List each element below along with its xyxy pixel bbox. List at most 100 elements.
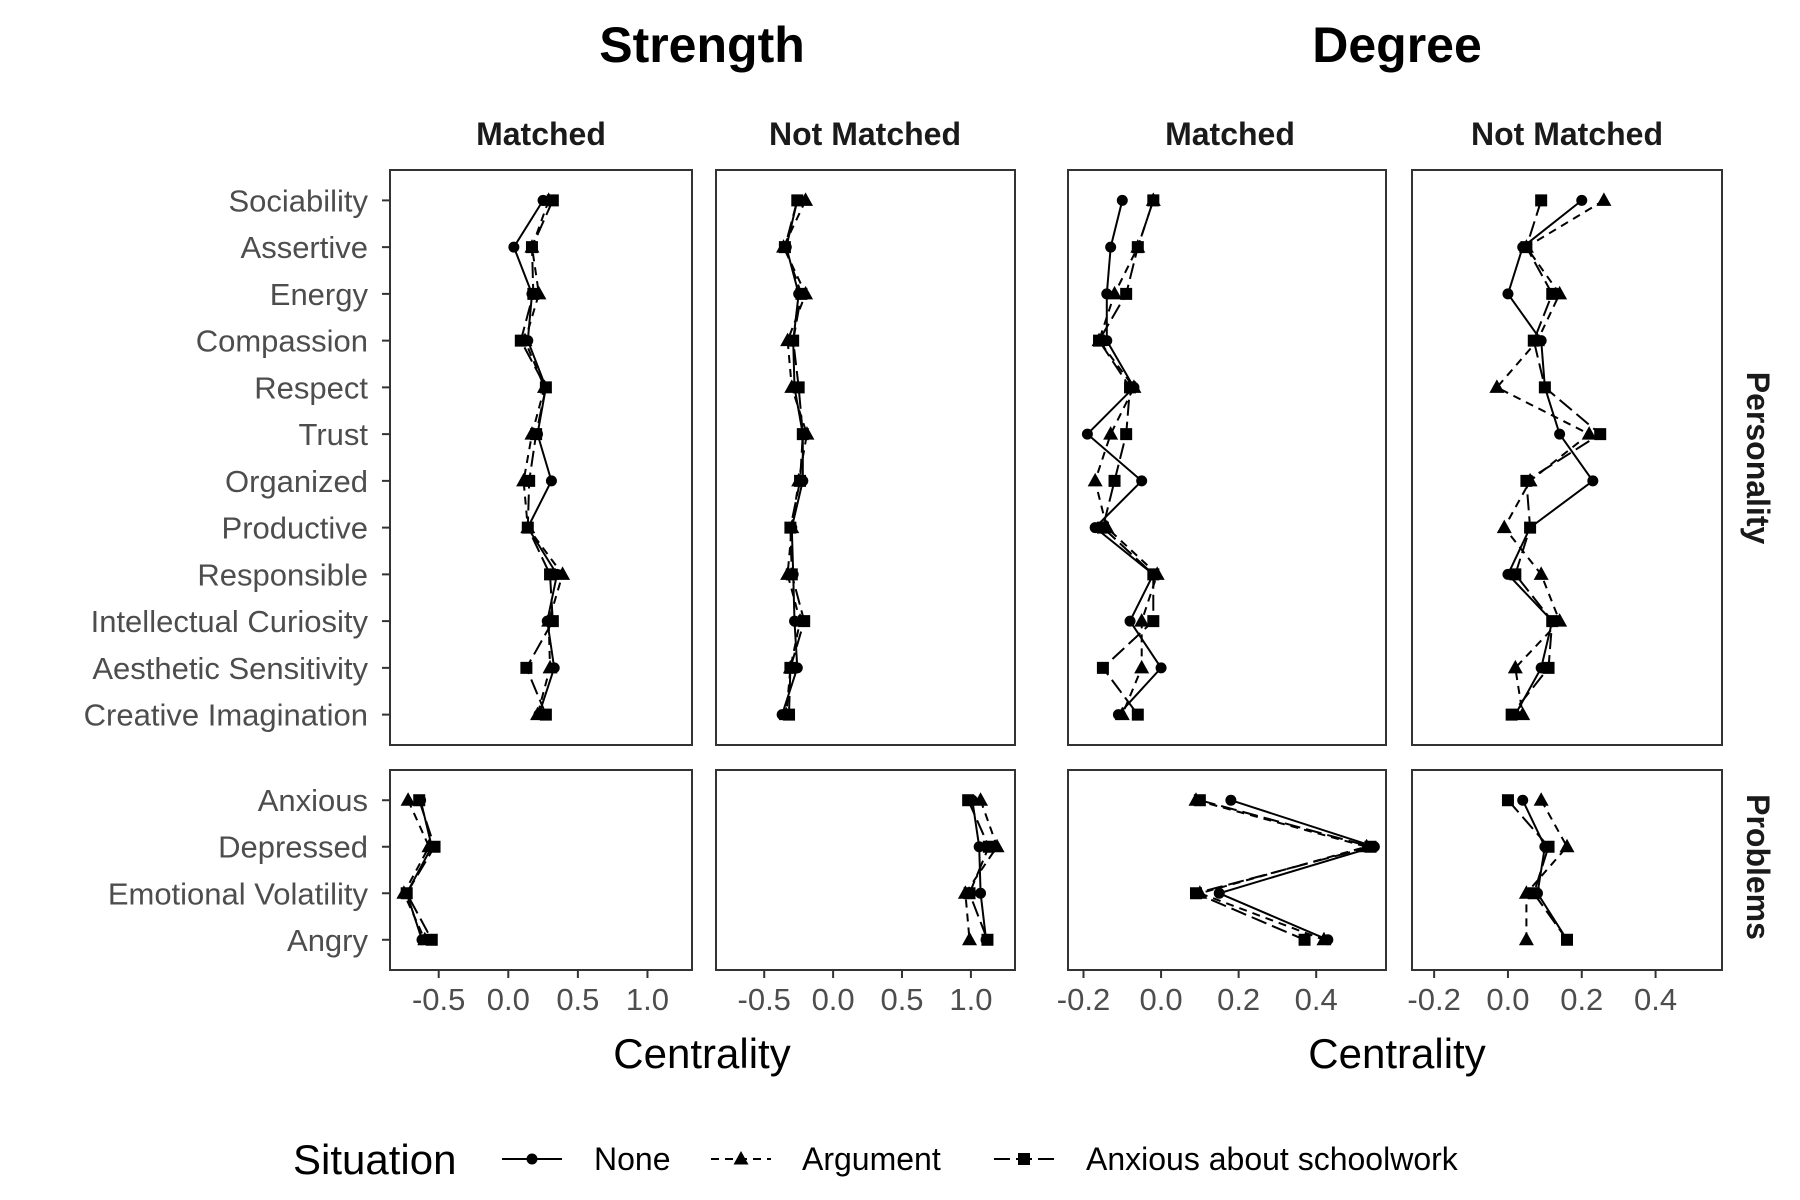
point-anxious-about-schoolwork-sociability (1535, 194, 1548, 207)
group-title-degree: Degree (1312, 17, 1482, 73)
point-anxious-about-schoolwork-depressed (1542, 840, 1555, 853)
xtick-label-degree-matched: 0.0 (1140, 982, 1183, 1017)
point-anxious-about-schoolwork-responsible (1147, 568, 1160, 581)
point-none-aesthetic-sensitivity (1155, 662, 1167, 674)
series-line-none (1085, 200, 1163, 716)
point-none-emotional-volatility (1213, 887, 1225, 899)
series-line-none (1506, 199, 1595, 716)
point-anxious-about-schoolwork-intellectual-curiosity (1147, 615, 1160, 628)
ytick-sociability: Sociability (228, 183, 368, 218)
series-line-anxious-about-schoolwork (1192, 799, 1375, 941)
point-anxious-about-schoolwork-intellectual-curiosity (1546, 615, 1559, 628)
legend-title: Situation (293, 1136, 456, 1183)
ytick-angry: Angry (287, 923, 368, 958)
xtick-label-degree-not-matched: -0.2 (1407, 982, 1460, 1017)
legend-key-marker-anxious-about-schoolwork (1018, 1153, 1030, 1165)
panel-degree-matched-personality (1067, 169, 1387, 746)
point-anxious-about-schoolwork-productive (784, 521, 797, 534)
point-anxious-about-schoolwork-organized (794, 474, 807, 487)
ytick-organized: Organized (225, 464, 368, 499)
point-anxious-about-schoolwork-trust (1594, 428, 1607, 441)
point-anxious-about-schoolwork-organized (1520, 474, 1533, 487)
point-argument-angry (1316, 931, 1332, 946)
point-none-intellectual-curiosity (1124, 615, 1136, 627)
point-none-emotional-volatility (975, 887, 987, 899)
ytick-depressed: Depressed (218, 830, 368, 865)
panel-border (389, 169, 693, 746)
point-anxious-about-schoolwork-respect (1124, 381, 1137, 394)
series-line-argument (1195, 799, 1371, 941)
ytick-anxious: Anxious (258, 783, 368, 818)
point-anxious-about-schoolwork-assertive (1520, 241, 1533, 254)
legend-label-anxious-about-schoolwork: Anxious about schoolwork (1086, 1141, 1459, 1177)
point-argument-respect (1489, 379, 1505, 393)
point-anxious-about-schoolwork-assertive (525, 241, 538, 254)
ytick-respect: Respect (254, 370, 368, 405)
y-axis-labels: Sociability Assertive Energy Compassion Resp… (84, 183, 390, 958)
point-none-sociability (1576, 194, 1588, 206)
point-anxious-about-schoolwork-productive (521, 521, 534, 534)
point-anxious-about-schoolwork-depressed (982, 840, 995, 853)
point-anxious-about-schoolwork-responsible (1509, 568, 1522, 581)
panel-border (715, 169, 1016, 746)
legend: Situation None Argument Anxious about sc… (293, 1136, 1459, 1183)
strip-degree-matched: Matched (1165, 116, 1295, 152)
series-line-argument (402, 799, 431, 941)
strip-personality: Personality (1740, 372, 1776, 545)
point-argument-aesthetic-sensitivity (1134, 659, 1150, 674)
point-anxious-about-schoolwork-responsible (544, 568, 557, 581)
point-anxious-about-schoolwork-organized (523, 474, 536, 487)
point-none-anxious (1517, 794, 1529, 806)
point-argument-creative-imagination (1114, 706, 1130, 721)
series-line-anxious-about-schoolwork (783, 200, 806, 715)
xtick-label-degree-matched: 0.2 (1217, 982, 1260, 1017)
ytick-responsible: Responsible (197, 557, 368, 592)
panel-strength-not-matched-personality (715, 169, 1016, 746)
series-line-none (1216, 799, 1378, 941)
panel-strength-matched-problems (389, 769, 693, 971)
point-anxious-about-schoolwork-respect (539, 381, 552, 394)
point-argument-organized (1087, 472, 1103, 487)
point-anxious-about-schoolwork-depressed (428, 840, 441, 853)
xtick-label-strength-not-matched: 0.5 (880, 982, 923, 1017)
ytick-assertive: Assertive (241, 230, 368, 265)
point-anxious-about-schoolwork-sociability (1147, 194, 1160, 207)
point-argument-productive (1496, 519, 1512, 534)
group-title-strength: Strength (599, 17, 805, 73)
point-argument-sociability (1596, 192, 1612, 206)
point-anxious-about-schoolwork-respect (1538, 381, 1551, 394)
strip-strength-not-matched: Not Matched (769, 116, 961, 152)
point-anxious-about-schoolwork-creative-imagination (1505, 708, 1518, 721)
point-anxious-about-schoolwork-anxious (413, 794, 426, 807)
point-none-assertive (1105, 241, 1117, 253)
point-anxious-about-schoolwork-productive (1524, 521, 1537, 534)
point-argument-angry (1518, 931, 1534, 946)
point-anxious-about-schoolwork-compassion (514, 334, 527, 347)
point-anxious-about-schoolwork-anxious (1501, 794, 1514, 807)
ytick-intellectual-curiosity: Intellectual Curiosity (91, 604, 369, 639)
point-anxious-about-schoolwork-depressed (1364, 840, 1377, 853)
panel-strength-not-matched-problems (715, 769, 1016, 971)
series-line-anxious-about-schoolwork (1507, 799, 1568, 941)
point-anxious-about-schoolwork-aesthetic-sensitivity (1096, 661, 1109, 674)
point-none-assertive (508, 241, 520, 253)
point-anxious-about-schoolwork-emotional-volatility (963, 887, 976, 900)
series-line-argument (1525, 799, 1569, 940)
xtick-label-strength-matched: -0.5 (412, 982, 465, 1017)
point-argument-depressed (1559, 838, 1575, 853)
legend-key-marker-none (526, 1153, 538, 1165)
series-line-anxious-about-schoolwork (405, 799, 436, 941)
point-anxious-about-schoolwork-trust (796, 428, 809, 441)
point-anxious-about-schoolwork-trust (1120, 428, 1133, 441)
point-anxious-about-schoolwork-anxious (1193, 794, 1206, 807)
point-none-anxious (1225, 794, 1237, 806)
point-none-organized (545, 475, 557, 487)
strip-strength-matched: Matched (476, 116, 606, 152)
legend-label-none: None (594, 1141, 671, 1177)
point-argument-anxious (1533, 792, 1549, 806)
point-none-organized (1136, 475, 1148, 487)
ytick-energy: Energy (270, 277, 369, 312)
panel-border (1411, 169, 1723, 746)
point-argument-anxious (400, 792, 416, 806)
